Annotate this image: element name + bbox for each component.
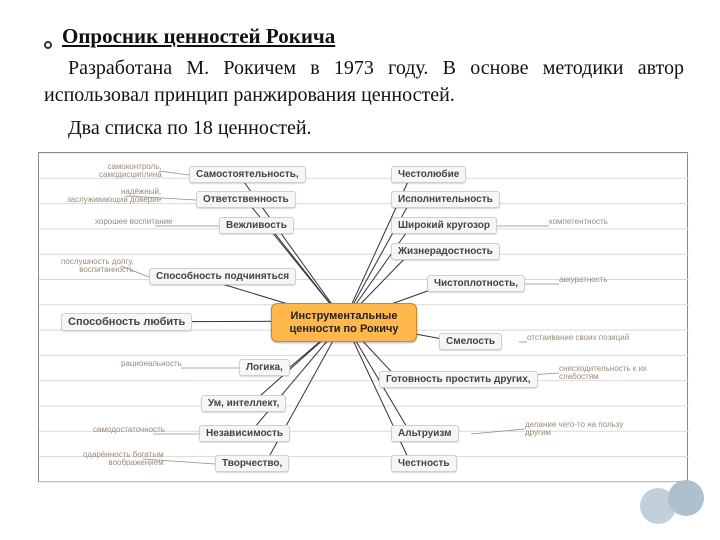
value-node: Широкий кругозор	[391, 217, 497, 234]
value-node: Способность подчиняться	[149, 268, 296, 285]
slide: Опросник ценностей Рокича Разработана М.…	[0, 0, 720, 540]
value-node: Жизнерадостность	[391, 243, 500, 260]
value-node: Ум, интеллект,	[201, 395, 286, 412]
annotation: снисходительность к ихслабостям	[559, 365, 647, 382]
bullet-icon	[44, 41, 52, 49]
annotation: отстаивание своих позиций	[527, 334, 629, 342]
concept-map: Инструментальныеценности по Рокичу Самост…	[38, 152, 688, 482]
value-node: Честность	[391, 455, 457, 472]
value-node: Честолюбие	[391, 166, 466, 183]
annotation: самоконтроль,самодисциплина	[99, 163, 162, 180]
value-node: Творчество,	[215, 455, 289, 472]
value-node: Самостоятельность,	[189, 166, 306, 183]
value-node: Независимость	[199, 425, 290, 442]
annotation: самодостаточность	[93, 426, 165, 434]
annotation: аккуратность	[559, 276, 608, 284]
value-node: Логика,	[239, 359, 290, 376]
value-node: Чистоплотность,	[427, 275, 525, 292]
annotation: рациональность	[121, 360, 182, 368]
annotation: хорошее воспитание	[95, 218, 173, 226]
annotation: послушность долгу,воспитанность	[61, 258, 134, 275]
slide-title: Опросник ценностей Рокича	[62, 24, 335, 49]
annotation: компетентность	[549, 218, 608, 226]
center-node: Инструментальныеценности по Рокичу	[271, 303, 417, 342]
value-node: Ответственность	[196, 191, 296, 208]
title-row: Опросник ценностей Рокича	[44, 24, 684, 49]
accent-circle-2	[668, 480, 704, 516]
value-node: Смелость	[439, 333, 502, 350]
annotation: делание чего-то на пользудругим	[525, 421, 623, 438]
value-node: Исполнительность	[391, 191, 500, 208]
annotation: одарённость богатымвоображением	[83, 451, 164, 468]
paragraph-1: Разработана М. Рокичем в 1973 году. В ос…	[44, 55, 684, 109]
value-node: Альтруизм	[391, 425, 459, 442]
paragraph-2: Два списка по 18 ценностей.	[44, 115, 684, 142]
value-node: Вежливость	[219, 217, 294, 234]
value-node: Способность любить	[61, 313, 192, 331]
value-node: Готовность простить других,	[379, 371, 538, 388]
annotation: надёжный,заслуживающий доверие	[67, 188, 161, 205]
